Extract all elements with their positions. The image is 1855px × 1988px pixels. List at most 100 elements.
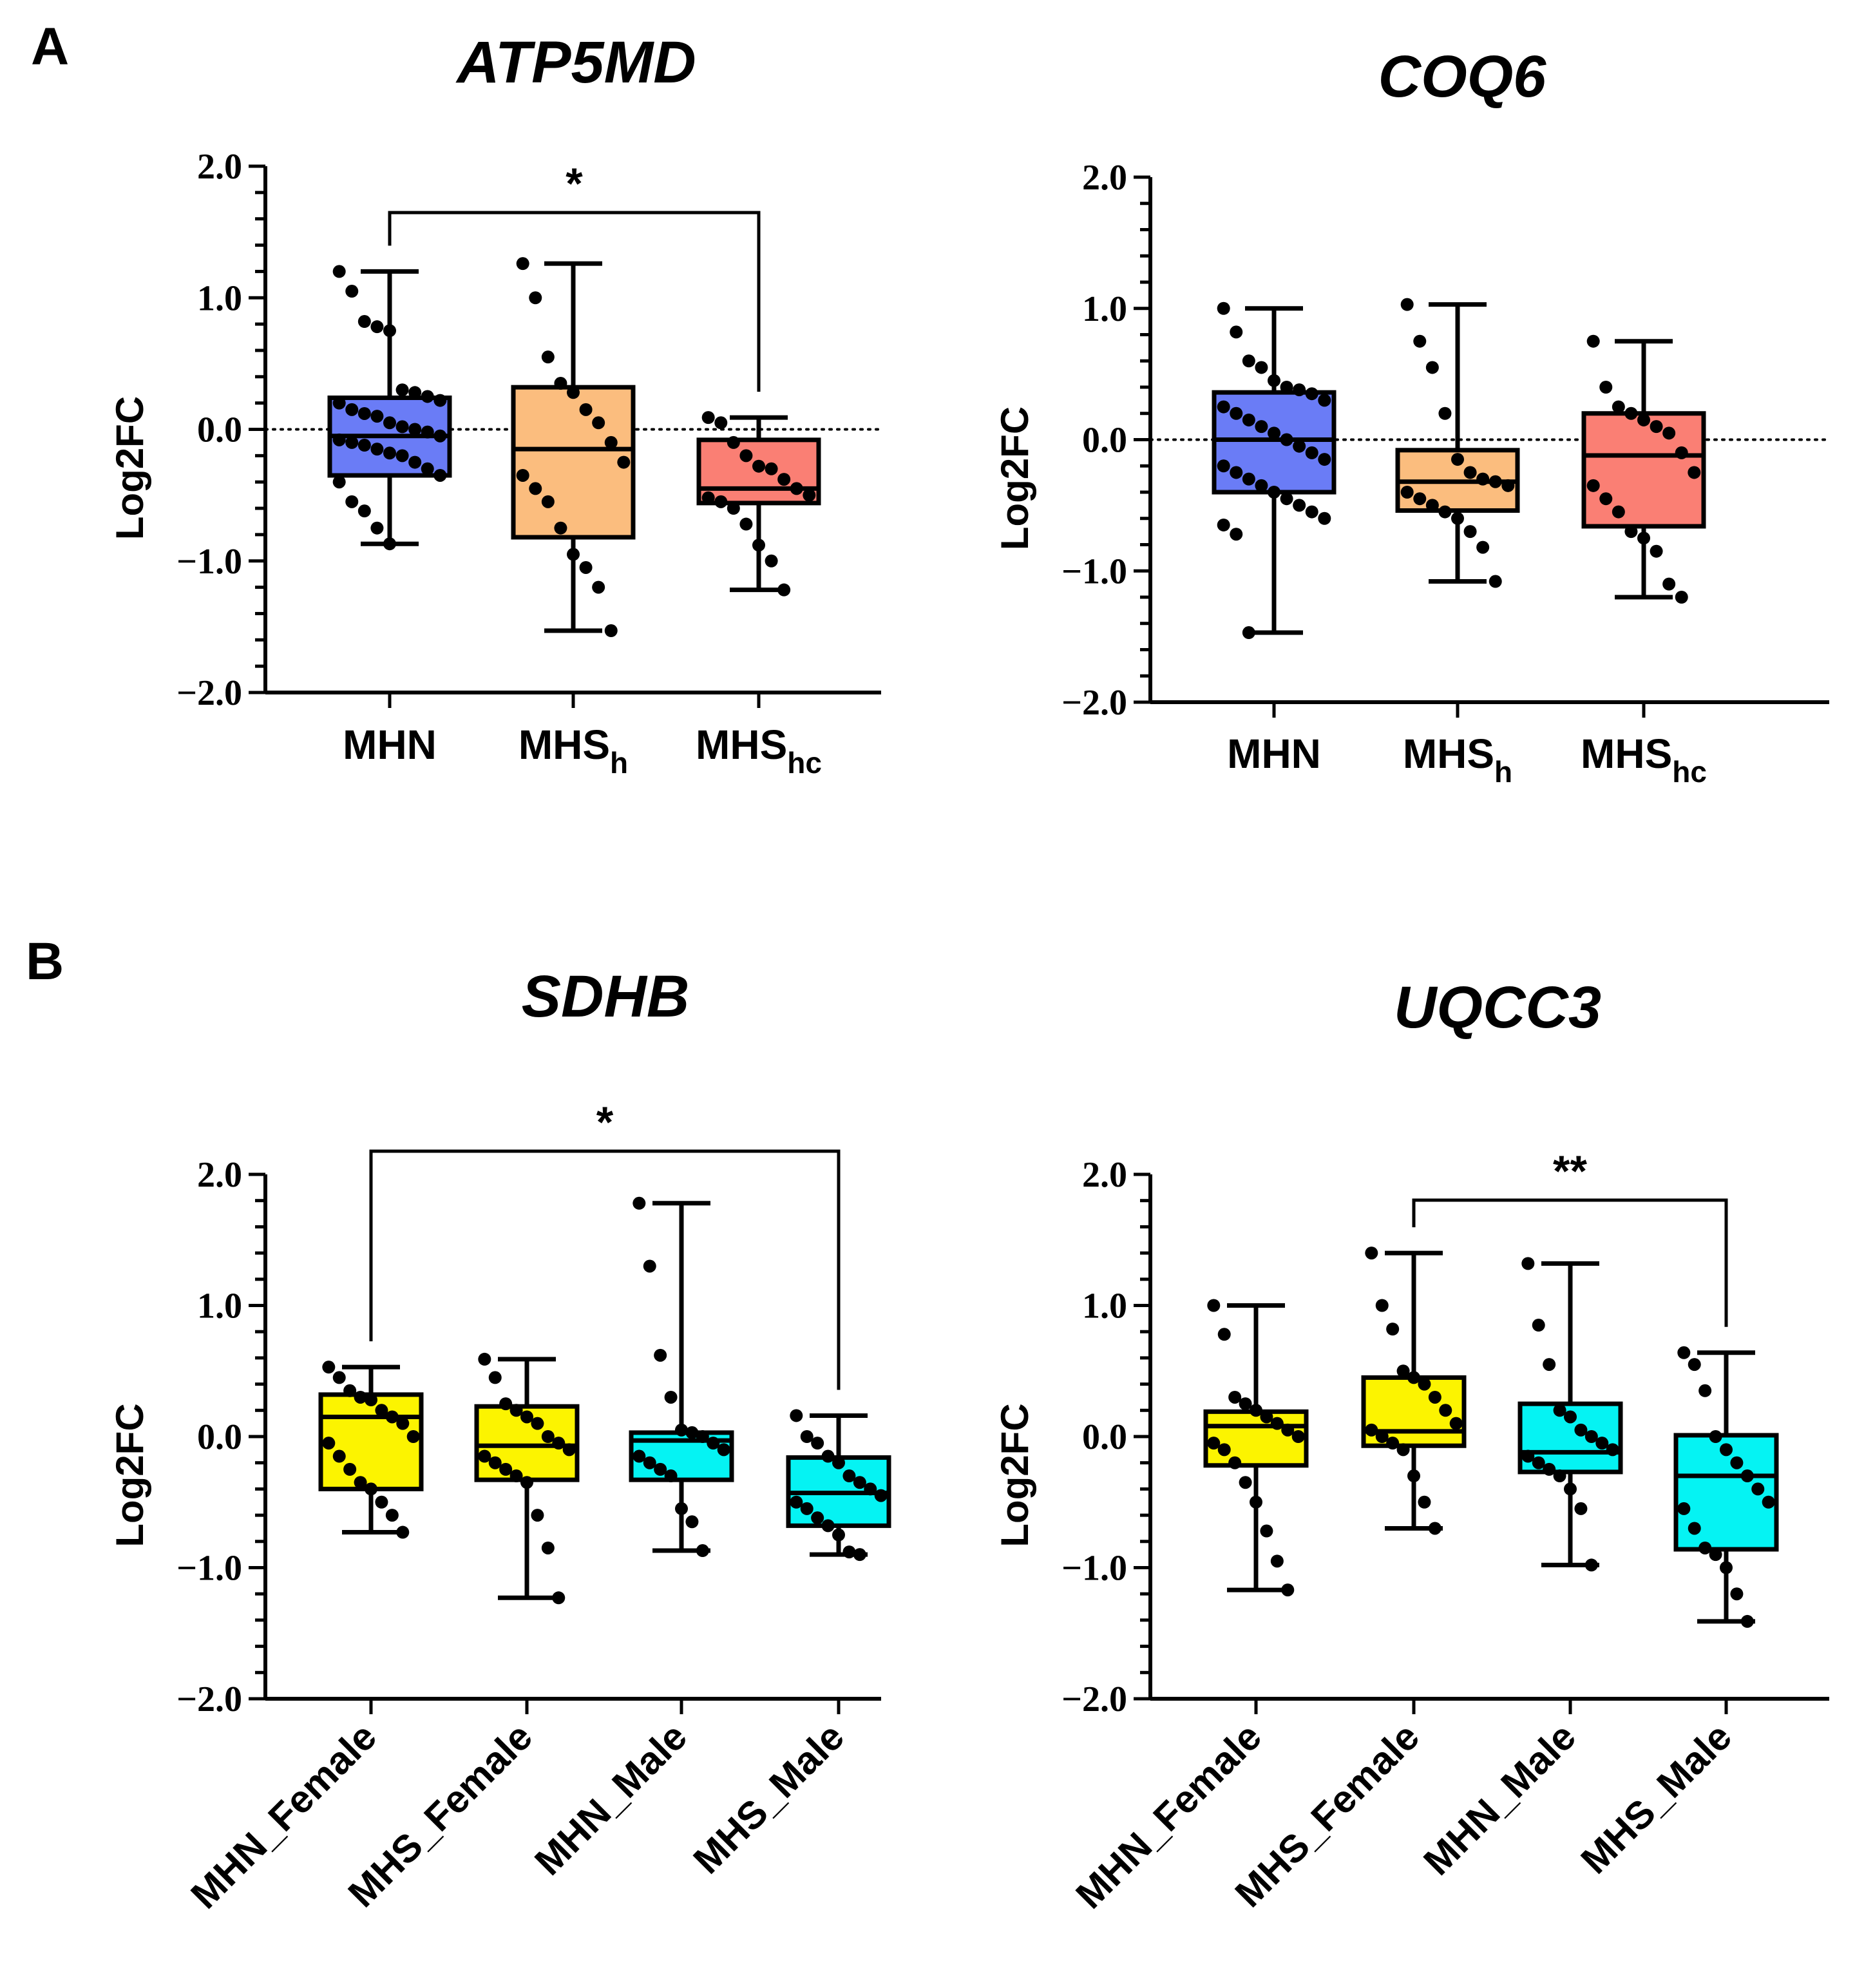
data-point (579, 403, 593, 416)
data-point (1463, 525, 1477, 539)
data-point (1521, 1449, 1535, 1463)
data-point (1280, 433, 1293, 446)
significance-label: * (596, 1098, 614, 1147)
data-point (433, 429, 447, 443)
data-point (1396, 1443, 1410, 1457)
data-point (1532, 1319, 1545, 1332)
data-point (322, 1437, 336, 1450)
data-point (1553, 1469, 1566, 1483)
data-point (1425, 499, 1439, 512)
data-point (1612, 400, 1625, 414)
data-point (604, 624, 618, 638)
data-point (357, 315, 371, 329)
data-point (421, 462, 434, 475)
data-point (322, 1361, 336, 1374)
data-point (375, 1404, 388, 1417)
data-point (421, 425, 434, 439)
data-point (1260, 1410, 1273, 1424)
panel-label-b: B (26, 932, 64, 991)
y-axis-title: Log2FC (108, 396, 151, 540)
data-point (408, 423, 422, 436)
data-point (541, 1541, 555, 1554)
data-point (727, 502, 740, 515)
data-point (1425, 361, 1439, 374)
data-point (1709, 1548, 1722, 1562)
data-point (1586, 334, 1600, 348)
data-point (554, 377, 567, 390)
data-point (777, 473, 791, 486)
y-tick-label: 1.0 (1082, 1286, 1127, 1326)
y-tick-label: 2.0 (197, 147, 242, 187)
data-point (1438, 505, 1452, 519)
data-point (714, 416, 728, 430)
data-point (654, 1462, 667, 1476)
data-point (385, 1509, 399, 1522)
data-point (1230, 528, 1243, 541)
data-point (541, 350, 555, 364)
box-group (696, 411, 821, 597)
data-point (1698, 1541, 1712, 1554)
chart-title: SDHB (522, 964, 690, 1029)
data-point (701, 411, 715, 425)
data-point (1242, 413, 1255, 426)
data-point (396, 1417, 410, 1430)
y-tick-label: 2.0 (1082, 158, 1127, 198)
chart-title: COQ6 (1378, 44, 1547, 110)
y-axis-title: Log2FC (993, 1403, 1036, 1547)
data-point (685, 1515, 699, 1529)
data-point (643, 1259, 656, 1273)
data-point (617, 455, 631, 469)
data-point (1637, 413, 1650, 426)
data-point (790, 1495, 803, 1509)
data-point (1270, 1417, 1284, 1430)
data-point (1250, 1495, 1262, 1509)
data-point (541, 495, 555, 508)
data-point (790, 482, 803, 495)
box-group (318, 1361, 424, 1539)
data-point (821, 1519, 835, 1533)
data-point (1239, 1397, 1252, 1411)
data-point (1407, 1371, 1420, 1384)
y-axis-title: Log2FC (108, 1403, 151, 1547)
data-point (1709, 1430, 1722, 1443)
data-point (531, 1417, 544, 1430)
data-point (357, 406, 371, 420)
data-point (1720, 1561, 1733, 1574)
data-point (633, 1449, 646, 1463)
data-point (1375, 1299, 1389, 1312)
data-point (1489, 575, 1502, 588)
data-point (370, 443, 384, 456)
data-point (1207, 1437, 1221, 1450)
y-tick-label: 0.0 (1082, 421, 1127, 461)
y-tick-label: 2.0 (197, 1155, 242, 1195)
data-point (1318, 453, 1331, 466)
data-point (1217, 1328, 1231, 1341)
data-point (531, 1509, 544, 1522)
box-group (1395, 298, 1520, 588)
data-point (832, 1456, 845, 1469)
data-point (1305, 446, 1318, 459)
data-point (383, 324, 396, 338)
y-tick-label: −2.0 (1061, 1679, 1127, 1719)
y-tick-label: −2.0 (176, 673, 242, 713)
data-point (408, 455, 422, 469)
data-point (696, 1430, 709, 1443)
data-point (1476, 472, 1490, 486)
box-group (786, 1409, 891, 1562)
data-point (1318, 394, 1331, 407)
data-point (1413, 334, 1427, 348)
data-point (1662, 577, 1676, 591)
data-point (1386, 1323, 1400, 1336)
x-category-label: MHSh (1403, 731, 1512, 789)
data-point (1255, 420, 1268, 434)
data-point (1293, 383, 1306, 397)
data-point (1532, 1456, 1545, 1469)
data-point (1217, 459, 1230, 473)
box (1203, 1409, 1309, 1468)
data-point (554, 521, 567, 535)
data-point (675, 1423, 688, 1437)
significance-label: * (566, 159, 583, 208)
y-tick-label: −2.0 (1061, 683, 1127, 723)
data-point (1239, 1476, 1252, 1489)
data-point (592, 580, 605, 594)
